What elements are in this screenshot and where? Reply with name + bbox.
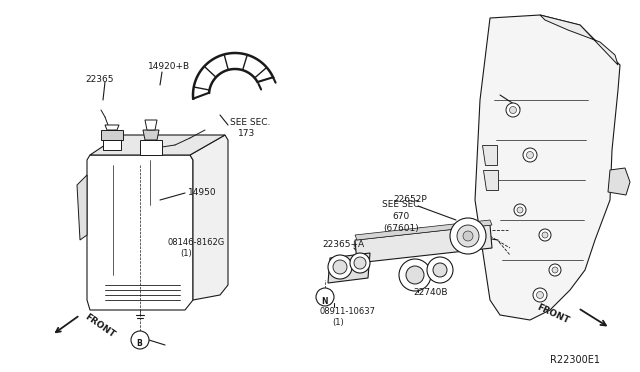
Polygon shape bbox=[608, 168, 630, 195]
Polygon shape bbox=[355, 225, 492, 263]
Polygon shape bbox=[145, 120, 157, 130]
Text: 670: 670 bbox=[392, 212, 409, 221]
Circle shape bbox=[514, 204, 526, 216]
Circle shape bbox=[354, 257, 366, 269]
Polygon shape bbox=[101, 130, 123, 140]
Text: 08911-10637: 08911-10637 bbox=[320, 307, 376, 316]
Text: 22652P: 22652P bbox=[393, 195, 427, 204]
Polygon shape bbox=[540, 15, 618, 65]
Text: 08146-8162G: 08146-8162G bbox=[167, 238, 224, 247]
Circle shape bbox=[433, 263, 447, 277]
Polygon shape bbox=[77, 175, 87, 240]
Text: 14920+B: 14920+B bbox=[148, 62, 190, 71]
Polygon shape bbox=[475, 15, 620, 320]
Circle shape bbox=[427, 257, 453, 283]
Polygon shape bbox=[190, 135, 228, 300]
Polygon shape bbox=[87, 155, 193, 310]
Polygon shape bbox=[355, 220, 492, 240]
Circle shape bbox=[333, 260, 347, 274]
Text: R22300E1: R22300E1 bbox=[550, 355, 600, 365]
Text: FRONT: FRONT bbox=[535, 303, 570, 326]
Text: B: B bbox=[136, 340, 141, 349]
Circle shape bbox=[536, 292, 543, 298]
Circle shape bbox=[517, 207, 523, 213]
Circle shape bbox=[527, 151, 534, 158]
Circle shape bbox=[533, 288, 547, 302]
Text: SEE SEC.: SEE SEC. bbox=[230, 118, 270, 127]
Text: 22740B: 22740B bbox=[413, 288, 447, 297]
Circle shape bbox=[399, 259, 431, 291]
Text: (1): (1) bbox=[180, 249, 192, 258]
Circle shape bbox=[457, 225, 479, 247]
Circle shape bbox=[523, 148, 537, 162]
Polygon shape bbox=[143, 130, 159, 140]
Text: 22365+A: 22365+A bbox=[322, 240, 364, 249]
Polygon shape bbox=[483, 170, 498, 190]
Polygon shape bbox=[482, 145, 497, 165]
Circle shape bbox=[406, 266, 424, 284]
Circle shape bbox=[549, 264, 561, 276]
Polygon shape bbox=[105, 125, 119, 130]
Text: 173: 173 bbox=[238, 129, 255, 138]
Text: (67601): (67601) bbox=[383, 224, 419, 233]
Circle shape bbox=[539, 229, 551, 241]
Text: 22365: 22365 bbox=[85, 75, 113, 84]
Circle shape bbox=[506, 103, 520, 117]
Circle shape bbox=[542, 232, 548, 238]
Circle shape bbox=[450, 218, 486, 254]
Circle shape bbox=[509, 106, 516, 113]
Text: 14950: 14950 bbox=[188, 188, 216, 197]
Circle shape bbox=[316, 288, 334, 306]
Text: N: N bbox=[321, 298, 328, 307]
Polygon shape bbox=[328, 253, 370, 283]
Polygon shape bbox=[103, 140, 121, 150]
Text: SEE SEC.: SEE SEC. bbox=[382, 200, 422, 209]
Text: FRONT: FRONT bbox=[83, 312, 116, 339]
Circle shape bbox=[328, 255, 352, 279]
Circle shape bbox=[463, 231, 473, 241]
Circle shape bbox=[350, 253, 370, 273]
Circle shape bbox=[131, 331, 149, 349]
Text: (1): (1) bbox=[332, 318, 344, 327]
Circle shape bbox=[552, 267, 558, 273]
Polygon shape bbox=[140, 140, 162, 155]
Polygon shape bbox=[90, 135, 225, 155]
